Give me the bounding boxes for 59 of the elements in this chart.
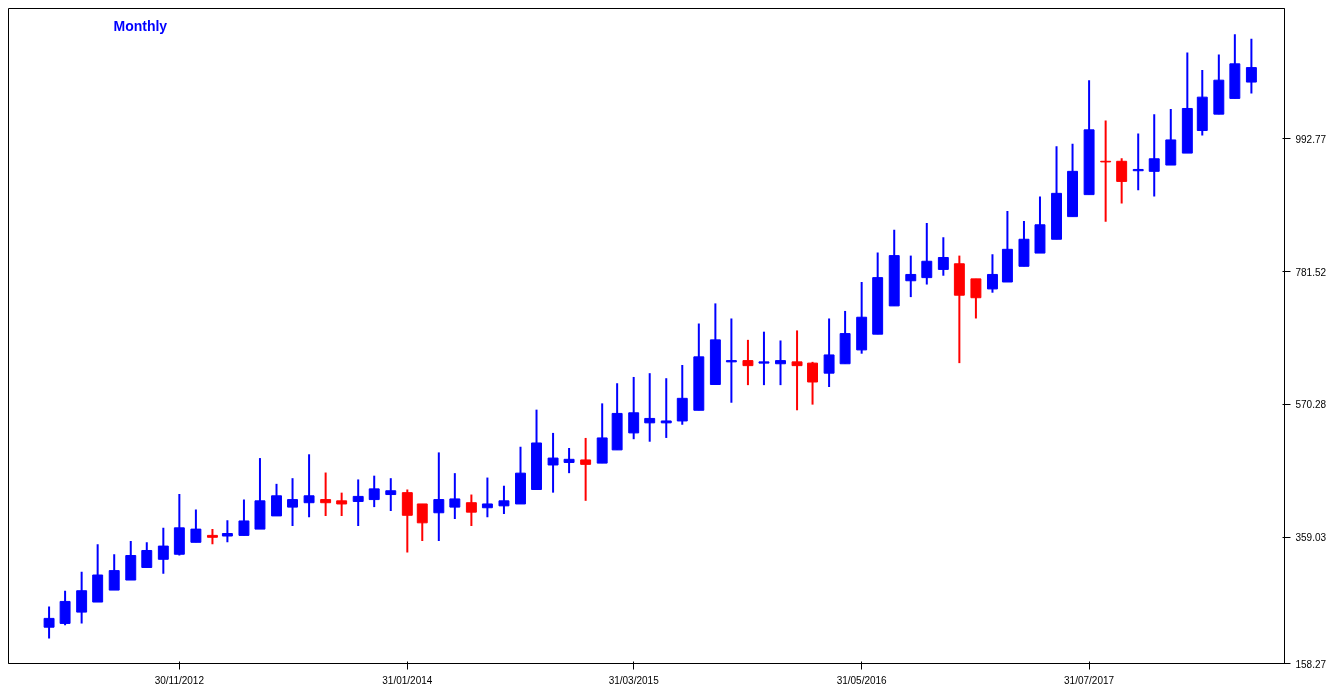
candlestick (563, 447, 575, 475)
x-tick-label: 31/05/2016 (836, 674, 888, 686)
candlestick (1132, 132, 1144, 192)
candlestick (59, 589, 71, 627)
candlestick (481, 476, 493, 519)
candlestick (287, 477, 298, 527)
candlestick (108, 553, 120, 592)
candlestick (905, 254, 917, 299)
candlestick (157, 526, 169, 575)
candlestick (775, 339, 786, 387)
x-tick-label: 31/07/2017 (1064, 674, 1115, 686)
candlestick (1245, 37, 1257, 95)
candlestick (433, 451, 445, 543)
y-tick-label: 781.52 (1295, 266, 1327, 278)
candlestick (823, 317, 835, 389)
candlestick (547, 431, 559, 494)
candlestick (660, 377, 672, 439)
candlestick (791, 329, 803, 412)
candlestick (449, 472, 461, 521)
candlestick (987, 253, 998, 294)
candlestick (921, 221, 933, 286)
candlestick (1116, 157, 1128, 205)
candlestick (238, 498, 250, 537)
x-tick-label: 31/01/2014 (382, 674, 433, 686)
candlestick (1100, 119, 1112, 223)
candlestick (303, 453, 315, 519)
y-tick-label: 992.77 (1295, 133, 1327, 145)
candlestick (385, 477, 397, 512)
candlestick (368, 474, 380, 509)
candlestick (807, 360, 819, 406)
y-tick-label: 570.28 (1295, 399, 1327, 411)
candlestick (742, 338, 754, 387)
candlestick (221, 519, 233, 544)
x-tick-label: 30/11/2012 (154, 674, 205, 686)
candlestick (271, 482, 282, 517)
candlestick (352, 478, 364, 527)
candlestick (1148, 113, 1160, 198)
candlestick (190, 508, 202, 544)
candlestick (937, 236, 949, 277)
candlestick (970, 277, 982, 320)
candlestick (725, 317, 737, 404)
candlestick (76, 570, 88, 625)
y-tick-label: 158.27 (1295, 658, 1327, 670)
candlestick (644, 372, 656, 443)
candlestick (416, 502, 428, 543)
candlestick (498, 484, 510, 516)
candlestick (758, 330, 770, 387)
candlestick (465, 493, 477, 527)
candlestick (401, 488, 413, 554)
text: Monthly (113, 17, 168, 34)
y-tick-label: 359.03 (1295, 532, 1327, 544)
candlestick (580, 436, 592, 502)
candlestick (628, 375, 640, 441)
candlestick (320, 471, 332, 517)
candlestick (676, 364, 688, 426)
x-tick-label: 31/03/2015 (608, 674, 660, 686)
candlestick (336, 491, 348, 517)
candlestick (141, 541, 153, 569)
candlestick (43, 605, 55, 640)
